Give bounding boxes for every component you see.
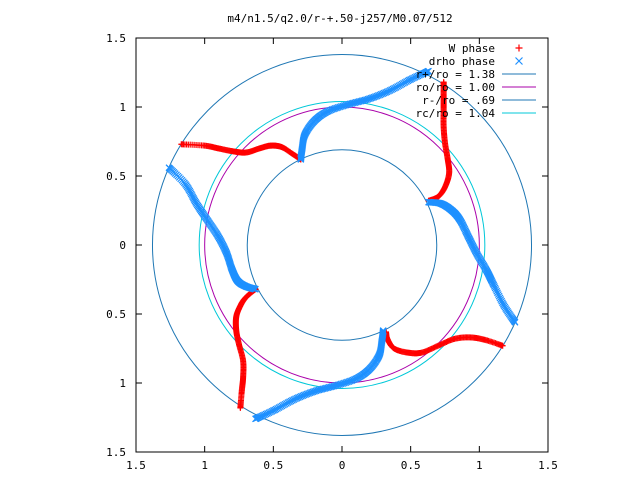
axis-ticks: 1.5 1 0.5 0 0.5 1 1.51.510.500.511.5 <box>106 32 558 472</box>
drho-phase-point <box>494 291 502 298</box>
drho-phase-point <box>492 286 500 293</box>
w-phase-point <box>178 141 185 148</box>
w-phase-series <box>178 79 506 411</box>
drho-phase-point <box>494 289 501 297</box>
circle-1-04 <box>198 100 486 390</box>
w-phase-point <box>237 404 244 411</box>
drho-phase-point <box>252 415 259 423</box>
y-tick-label: 1.5 <box>106 446 126 459</box>
circle-0-69 <box>246 149 438 341</box>
legend-label: ro/ro = 1.00 <box>416 81 495 94</box>
x-tick-label: 1 <box>476 459 483 472</box>
legend-marker <box>515 57 523 65</box>
y-tick-label: 1 <box>119 377 126 390</box>
x-tick-label: 1.5 <box>538 459 558 472</box>
x-tick-label: 1 <box>201 459 208 472</box>
y-tick-label: 0.5 <box>106 170 126 183</box>
x-tick-label: 0 <box>339 459 346 472</box>
y-tick-label: 0 <box>119 239 126 252</box>
drho-phase-point <box>511 318 519 326</box>
y-tick-label: 1 <box>119 101 126 114</box>
chart-title: m4/n1.5/q2.0/r-+.50-j257/M0.07/512 <box>227 12 452 25</box>
y-tick-label: 0.5 <box>106 308 126 321</box>
drho-phase-point <box>425 67 432 75</box>
y-tick-label: 1.5 <box>106 32 126 45</box>
x-tick-label: 0.5 <box>263 459 283 472</box>
legend-label: rc/ro = 1.04 <box>416 107 496 120</box>
circle-1 <box>204 106 480 384</box>
legend-label: r+/ro = 1.38 <box>416 68 495 81</box>
drho-phase-series <box>165 67 519 423</box>
phase-points <box>165 67 519 423</box>
circle-1-38 <box>151 54 533 436</box>
drho-phase-point <box>165 164 173 172</box>
x-tick-label: 1.5 <box>126 459 146 472</box>
x-tick-label: 0.5 <box>401 459 421 472</box>
drho-phase-point <box>493 287 501 295</box>
legend-label: W phase <box>449 42 495 55</box>
drho-phase-point <box>495 292 503 300</box>
legend-label: r-/ro = .69 <box>422 94 495 107</box>
legend-label: drho phase <box>429 55 495 68</box>
w-phase-point <box>440 79 447 86</box>
legend-marker <box>515 44 523 52</box>
w-phase-point <box>499 342 506 349</box>
